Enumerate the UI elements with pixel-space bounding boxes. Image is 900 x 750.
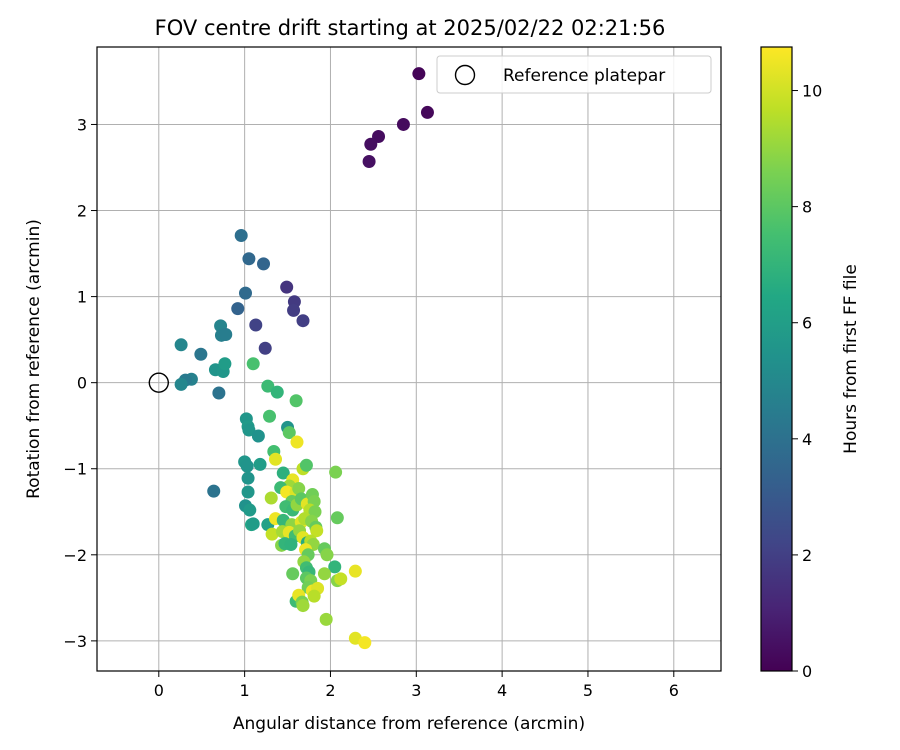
colorbar-tick-label: 8 xyxy=(802,198,812,217)
y-tick-label: −2 xyxy=(63,546,87,565)
data-point xyxy=(218,357,232,371)
grid-lines xyxy=(97,47,721,671)
data-point xyxy=(246,357,260,371)
y-tick-label: 1 xyxy=(77,288,87,307)
data-point xyxy=(194,347,208,361)
data-point xyxy=(358,636,372,650)
data-point xyxy=(362,154,376,168)
data-point xyxy=(276,466,290,480)
data-point xyxy=(249,318,263,332)
data-point xyxy=(299,458,313,472)
data-point xyxy=(287,303,301,317)
data-point xyxy=(241,471,255,485)
data-point xyxy=(317,567,331,581)
data-point xyxy=(212,386,226,400)
data-point xyxy=(258,341,272,355)
data-point xyxy=(320,548,334,562)
data-point xyxy=(242,423,256,437)
x-tick-label: 4 xyxy=(497,681,507,700)
data-point xyxy=(334,572,348,586)
data-point xyxy=(296,599,310,613)
colorbar-tick-label: 0 xyxy=(802,662,812,681)
data-point xyxy=(412,67,426,81)
data-point xyxy=(261,379,275,393)
plot-frame xyxy=(96,46,722,672)
data-point xyxy=(289,394,303,408)
colorbar xyxy=(760,46,793,672)
data-point xyxy=(396,117,410,131)
data-point xyxy=(270,385,284,399)
data-point xyxy=(329,465,343,479)
data-point xyxy=(257,257,271,271)
y-tick-label: −1 xyxy=(63,460,87,479)
y-axis-label: Rotation from reference (arcmin) xyxy=(24,219,44,499)
data-point xyxy=(246,517,260,531)
data-point xyxy=(243,503,257,517)
data-point xyxy=(280,485,294,499)
colorbar-tick-label: 2 xyxy=(802,546,812,565)
data-point xyxy=(263,409,277,423)
data-point xyxy=(234,228,248,242)
data-point xyxy=(240,459,254,473)
y-axis-ticks: −3 −2 −1 0 1 2 3 xyxy=(63,115,97,651)
data-point xyxy=(241,485,255,499)
data-point xyxy=(348,564,362,578)
colorbar-tick-label: 6 xyxy=(802,314,812,333)
x-tick-label: 6 xyxy=(669,681,679,700)
data-point xyxy=(284,537,298,551)
legend: Reference platepar xyxy=(436,55,712,94)
data-point xyxy=(290,435,304,449)
x-tick-label: 5 xyxy=(583,681,593,700)
data-point xyxy=(328,560,342,574)
data-point xyxy=(364,137,378,151)
data-point xyxy=(296,314,310,328)
data-point xyxy=(242,252,256,266)
data-point xyxy=(238,286,252,300)
data-point xyxy=(307,589,321,603)
legend-label-reference: Reference platepar xyxy=(503,66,665,86)
y-tick-label: 3 xyxy=(77,115,87,134)
data-point xyxy=(310,524,324,538)
data-point xyxy=(251,429,265,443)
colorbar-tick-label: 4 xyxy=(802,430,812,449)
chart-title: FOV centre drift starting at 2025/02/22 … xyxy=(155,16,666,40)
colorbar-ticks: 0 2 4 6 8 10 xyxy=(792,82,822,681)
data-point xyxy=(265,527,279,541)
data-point xyxy=(286,567,300,581)
data-point xyxy=(174,377,188,391)
legend-marker-reference xyxy=(454,64,476,86)
colorbar-tick-label: 10 xyxy=(802,82,822,101)
data-point xyxy=(219,327,233,341)
y-tick-label: 0 xyxy=(77,374,87,393)
data-point xyxy=(174,338,188,352)
data-point xyxy=(420,105,434,119)
data-point xyxy=(264,491,278,505)
data-points xyxy=(148,67,434,650)
x-tick-label: 1 xyxy=(240,681,250,700)
data-point xyxy=(280,280,294,294)
data-point xyxy=(207,484,221,498)
data-point xyxy=(231,302,245,316)
y-tick-label: 2 xyxy=(77,202,87,221)
x-tick-label: 0 xyxy=(154,681,164,700)
x-tick-label: 3 xyxy=(411,681,421,700)
legend-box xyxy=(436,55,712,94)
data-point xyxy=(282,426,296,440)
data-point xyxy=(292,482,306,496)
y-tick-label: −3 xyxy=(63,632,87,651)
x-axis-label: Angular distance from reference (arcmin) xyxy=(233,714,585,734)
data-point xyxy=(269,452,283,466)
x-tick-label: 2 xyxy=(325,681,335,700)
data-point xyxy=(253,457,267,471)
reference-platepar-marker xyxy=(148,372,169,393)
colorbar-label: Hours from first FF file xyxy=(841,264,861,454)
x-axis-ticks: 0 1 2 3 4 5 6 xyxy=(154,671,679,700)
data-point xyxy=(319,612,333,626)
data-point xyxy=(330,511,344,525)
